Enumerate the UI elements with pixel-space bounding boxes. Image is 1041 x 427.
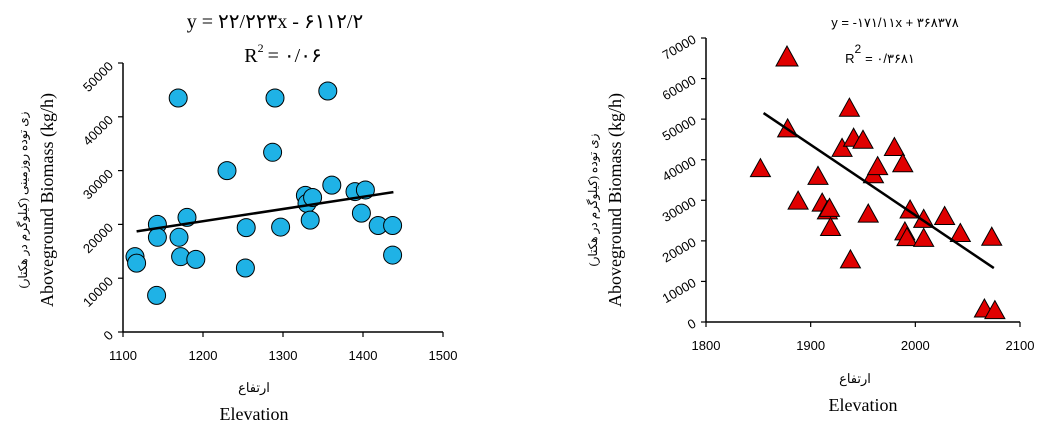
data-point bbox=[169, 227, 189, 247]
data-point bbox=[318, 81, 338, 101]
x-tick-label-left: 1100 bbox=[109, 348, 137, 363]
data-point bbox=[787, 190, 809, 210]
data-point bbox=[883, 136, 906, 157]
data-point bbox=[866, 155, 889, 176]
x-tick-label-right: 2000 bbox=[901, 338, 930, 353]
y-axis-title-fa-right: زی توده (کیلوگرم در هکتار) bbox=[586, 133, 600, 266]
legend-triangle-marker bbox=[775, 44, 799, 67]
r2-value-left: = ۰/۰۶ bbox=[268, 45, 322, 67]
r2-right: R2 = ۰/۳۶۸۱ bbox=[845, 42, 915, 66]
y-tick-label-left: 50000 bbox=[80, 59, 116, 95]
x-axis-title-fa-right: ارتفاع bbox=[839, 371, 871, 387]
x-axis-title-right: Elevation bbox=[829, 395, 898, 415]
data-point bbox=[265, 88, 285, 108]
y-tick-label-right: 40000 bbox=[660, 153, 699, 184]
equation-left: y = ۲۲/۲۲۳x - ۶۱۱۲/۲ bbox=[187, 11, 363, 33]
data-point bbox=[912, 227, 935, 247]
y-tick-label-right: 0 bbox=[685, 316, 699, 333]
data-point bbox=[839, 248, 862, 269]
data-point bbox=[263, 142, 283, 162]
y-tick-label-left: 30000 bbox=[80, 166, 116, 202]
data-point bbox=[949, 222, 972, 243]
r2-value-right: = ۰/۳۶۸۱ bbox=[865, 51, 915, 66]
data-point bbox=[838, 97, 861, 117]
data-point bbox=[383, 245, 403, 265]
trendline bbox=[136, 190, 394, 233]
data-point bbox=[322, 175, 342, 195]
y-tick-label-right: 70000 bbox=[660, 32, 699, 63]
data-point bbox=[807, 165, 829, 185]
y-axis-title-right: Aboveground Biomass (kg/h) bbox=[605, 93, 626, 307]
y-axis-title-fa-left: زی توده روزمینی (کیلوگرم در هکتار) bbox=[16, 111, 30, 288]
data-point bbox=[749, 157, 772, 178]
x-tick-label-left: 1300 bbox=[269, 348, 298, 363]
r2-sup-left: 2 bbox=[258, 41, 264, 55]
data-point bbox=[271, 217, 291, 237]
plot-left: 0 10000 20000 30000 40000 50000 1100 1200 1300 14… bbox=[80, 59, 458, 363]
x-tick-label-right: 2100 bbox=[1006, 338, 1035, 353]
data-point bbox=[818, 197, 841, 217]
y-tick-label-left: 0 bbox=[100, 328, 116, 344]
data-point bbox=[147, 227, 167, 247]
r2-label-left: R bbox=[244, 45, 258, 67]
x-axis-title-fa-left: ارتفاع bbox=[238, 380, 270, 396]
y-tick-label-right: 20000 bbox=[660, 234, 699, 265]
data-point bbox=[980, 226, 1003, 246]
data-point bbox=[217, 161, 237, 181]
y-tick-label-left: 20000 bbox=[80, 220, 116, 256]
data-point bbox=[933, 205, 956, 226]
data-point bbox=[351, 203, 371, 223]
equation-right: y = -۱۷۱/۱۱x + ۳۶۸۳۷۸ bbox=[831, 15, 958, 30]
plot-right: 0 10000 20000 30000 40000 50000 60000 70000 1800… bbox=[660, 32, 1035, 353]
x-tick-label-left: 1500 bbox=[429, 348, 458, 363]
y-tick-label-right: 10000 bbox=[660, 275, 699, 306]
y-tick-label-right: 50000 bbox=[660, 113, 699, 144]
data-point bbox=[168, 88, 188, 108]
data-point bbox=[831, 137, 853, 157]
x-tick-label-right: 1800 bbox=[692, 338, 721, 353]
data-point bbox=[235, 258, 255, 278]
data-point bbox=[127, 253, 147, 273]
data-point bbox=[896, 226, 918, 247]
y-tick-label-left: 10000 bbox=[80, 274, 116, 310]
trendline bbox=[762, 112, 995, 270]
data-point bbox=[857, 203, 880, 223]
y-axis-title-left: Aboveground Biomass (kg/h) bbox=[37, 93, 58, 307]
chart-right: 0 10000 20000 30000 40000 50000 60000 70000 1800… bbox=[586, 15, 1034, 415]
data-point bbox=[984, 299, 1006, 320]
data-point bbox=[891, 152, 914, 173]
data-point bbox=[300, 210, 320, 230]
y-tick-label-right: 30000 bbox=[660, 194, 699, 225]
y-tick-label-right: 60000 bbox=[660, 72, 699, 103]
data-point bbox=[186, 249, 206, 269]
x-tick-label-left: 1200 bbox=[189, 348, 218, 363]
data-point bbox=[147, 285, 167, 305]
data-point bbox=[383, 215, 403, 235]
x-tick-label-left: 1400 bbox=[349, 348, 378, 363]
x-tick-label-right: 1900 bbox=[796, 338, 825, 353]
r2-left: R2 = ۰/۰۶ bbox=[244, 41, 321, 67]
r2-label-right: R bbox=[845, 51, 854, 66]
x-axis-title-left: Elevation bbox=[220, 404, 289, 424]
data-point bbox=[236, 218, 256, 238]
y-tick-label-left: 40000 bbox=[80, 112, 116, 148]
r2-sup-right: 2 bbox=[854, 42, 861, 56]
data-point bbox=[852, 129, 874, 149]
data-point bbox=[819, 216, 842, 236]
data-point bbox=[303, 188, 323, 207]
chart-left: 0 10000 20000 30000 40000 50000 1100 1200 1300 14… bbox=[16, 11, 457, 424]
